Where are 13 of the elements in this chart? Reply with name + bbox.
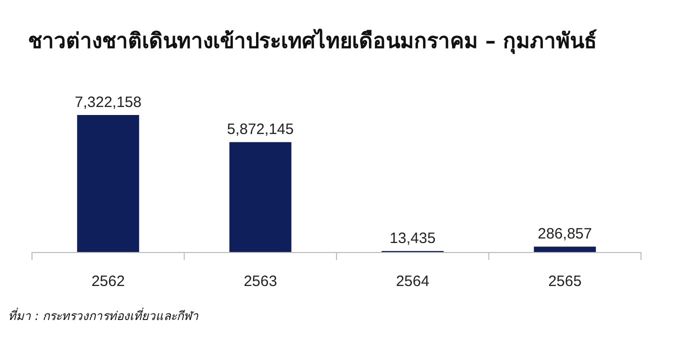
data-label: 286,857: [538, 226, 592, 243]
bar: [534, 246, 596, 252]
x-tick-label: 2564: [396, 273, 430, 290]
data-label: 13,435: [390, 230, 436, 247]
text: ที่มา : กระทรวงการท่องเที่ยวและกีฬา: [8, 307, 200, 323]
x-tick-label: 2565: [548, 273, 582, 290]
data-label: 7,322,158: [74, 94, 142, 111]
chart-title: ชาวต่างชาติเดินทางเข้าประเทศไทยเดือนมกราคม – กุมภาพันธ์: [28, 28, 598, 55]
data-label: 5,872,145: [227, 121, 294, 138]
x-tick-label: 2562: [91, 273, 125, 290]
x-tick-label: 2563: [244, 273, 278, 290]
bar: [229, 142, 292, 252]
bar: [77, 115, 140, 252]
